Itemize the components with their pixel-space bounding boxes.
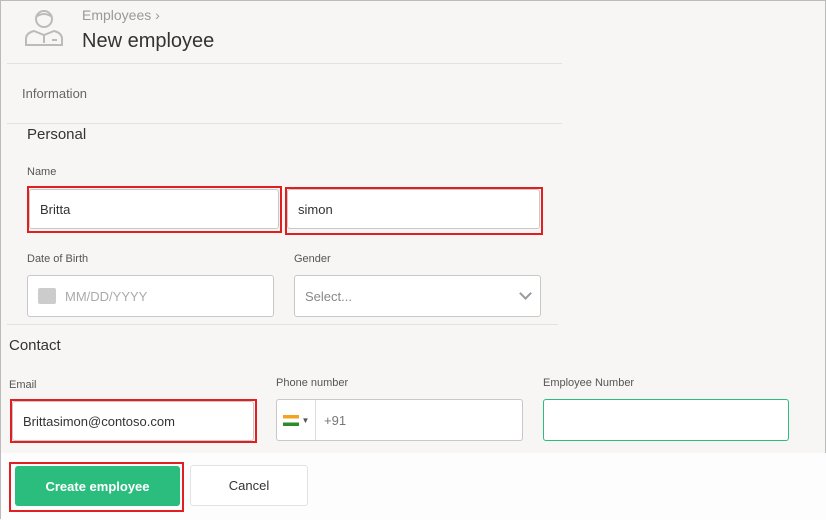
dob-input[interactable]: MM/DD/YYYY <box>27 275 274 317</box>
employee-number-label: Employee Number <box>543 377 635 389</box>
cancel-button[interactable]: Cancel <box>190 465 308 506</box>
email-input[interactable]: Brittasimon@contoso.com <box>12 401 254 441</box>
email-label: Email <box>9 379 37 391</box>
first-name-input[interactable]: Britta <box>29 189 279 229</box>
section-personal-heading: Personal <box>27 126 87 143</box>
phone-prefix: +91 <box>324 412 347 428</box>
breadcrumb-employees[interactable]: Employees <box>82 7 152 23</box>
dob-label: Date of Birth <box>27 253 89 265</box>
chevron-right-icon: › <box>155 7 160 23</box>
name-label: Name <box>27 166 57 178</box>
phone-input[interactable]: ▼ +91 <box>276 399 523 441</box>
breadcrumb[interactable]: Employees › <box>82 7 160 23</box>
calendar-icon <box>38 288 56 304</box>
page-title: New employee <box>82 30 215 52</box>
phone-label: Phone number <box>276 377 349 389</box>
gender-label: Gender <box>294 253 331 265</box>
gender-select[interactable]: Select... <box>294 275 541 317</box>
employee-avatar-icon <box>25 10 63 46</box>
caret-down-icon: ▼ <box>301 415 310 425</box>
employee-number-input[interactable] <box>543 399 789 441</box>
india-flag-icon <box>282 414 299 426</box>
tab-information[interactable]: Information <box>22 86 88 101</box>
chevron-down-icon <box>519 287 532 300</box>
gender-value: Select... <box>305 288 352 304</box>
create-employee-button[interactable]: Create employee <box>15 466 180 506</box>
country-flag-dropdown[interactable]: ▼ <box>277 400 316 440</box>
section-contact-heading: Contact <box>9 337 61 354</box>
dob-placeholder: MM/DD/YYYY <box>65 288 148 304</box>
last-name-input[interactable]: simon <box>287 189 540 229</box>
